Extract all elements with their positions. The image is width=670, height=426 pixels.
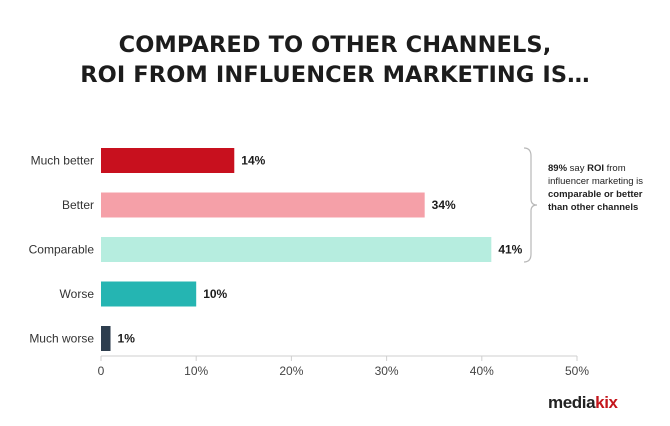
value-label-2: 41% (498, 243, 522, 257)
category-label-2: Comparable (29, 243, 95, 257)
bars-group (101, 148, 492, 351)
category-label-4: Much worse (29, 332, 94, 346)
annotation-bold-3: comparable or better than other channels (548, 189, 643, 213)
value-label-1: 34% (432, 198, 456, 212)
annotation-brace (523, 147, 538, 263)
annotation-text-2: from influencer marketing is (548, 163, 644, 187)
category-label-1: Better (62, 198, 94, 212)
logo-part-kix: kix (595, 393, 618, 412)
x-tick-label-4: 40% (470, 364, 494, 378)
annotation-bold-1: 89% (548, 163, 568, 174)
title-line-2: ROI FROM INFLUENCER MARKETING IS… (80, 62, 590, 88)
bar-0 (101, 148, 235, 173)
annotation-text-1: say (567, 163, 588, 174)
x-tick-label-2: 20% (279, 364, 303, 378)
x-tick-label-5: 50% (565, 364, 589, 378)
mediakix-logo: mediakix (548, 393, 618, 413)
bar-1 (101, 192, 425, 218)
annotation-bold-2: ROI (587, 163, 604, 174)
x-tick-label-3: 30% (375, 364, 399, 378)
title-line-1: COMPARED TO OTHER CHANNELS, (118, 32, 552, 58)
category-label-0: Much better (31, 154, 94, 168)
x-tick-label-1: 10% (184, 364, 208, 378)
category-labels: Much better Better Comparable Worse Much wor… (29, 154, 95, 346)
bar-3 (101, 281, 197, 307)
chart-title: COMPARED TO OTHER CHANNELS, ROI FROM INF… (0, 30, 670, 90)
value-label-0: 14% (241, 154, 265, 168)
value-label-3: 10% (203, 287, 227, 301)
bar-4 (101, 326, 111, 351)
annotation-text: 89% say ROI from influencer marketing is… (548, 162, 660, 214)
x-axis-ticks: 0 10% 20% 30% 40% 50% (98, 356, 589, 378)
bar-2 (101, 237, 492, 262)
value-labels: 14% 34% 41% 10% 1% (118, 154, 523, 346)
x-tick-label-0: 0 (98, 364, 105, 378)
value-label-4: 1% (118, 332, 136, 346)
logo-part-media: media (548, 393, 596, 412)
category-label-3: Worse (60, 287, 95, 301)
